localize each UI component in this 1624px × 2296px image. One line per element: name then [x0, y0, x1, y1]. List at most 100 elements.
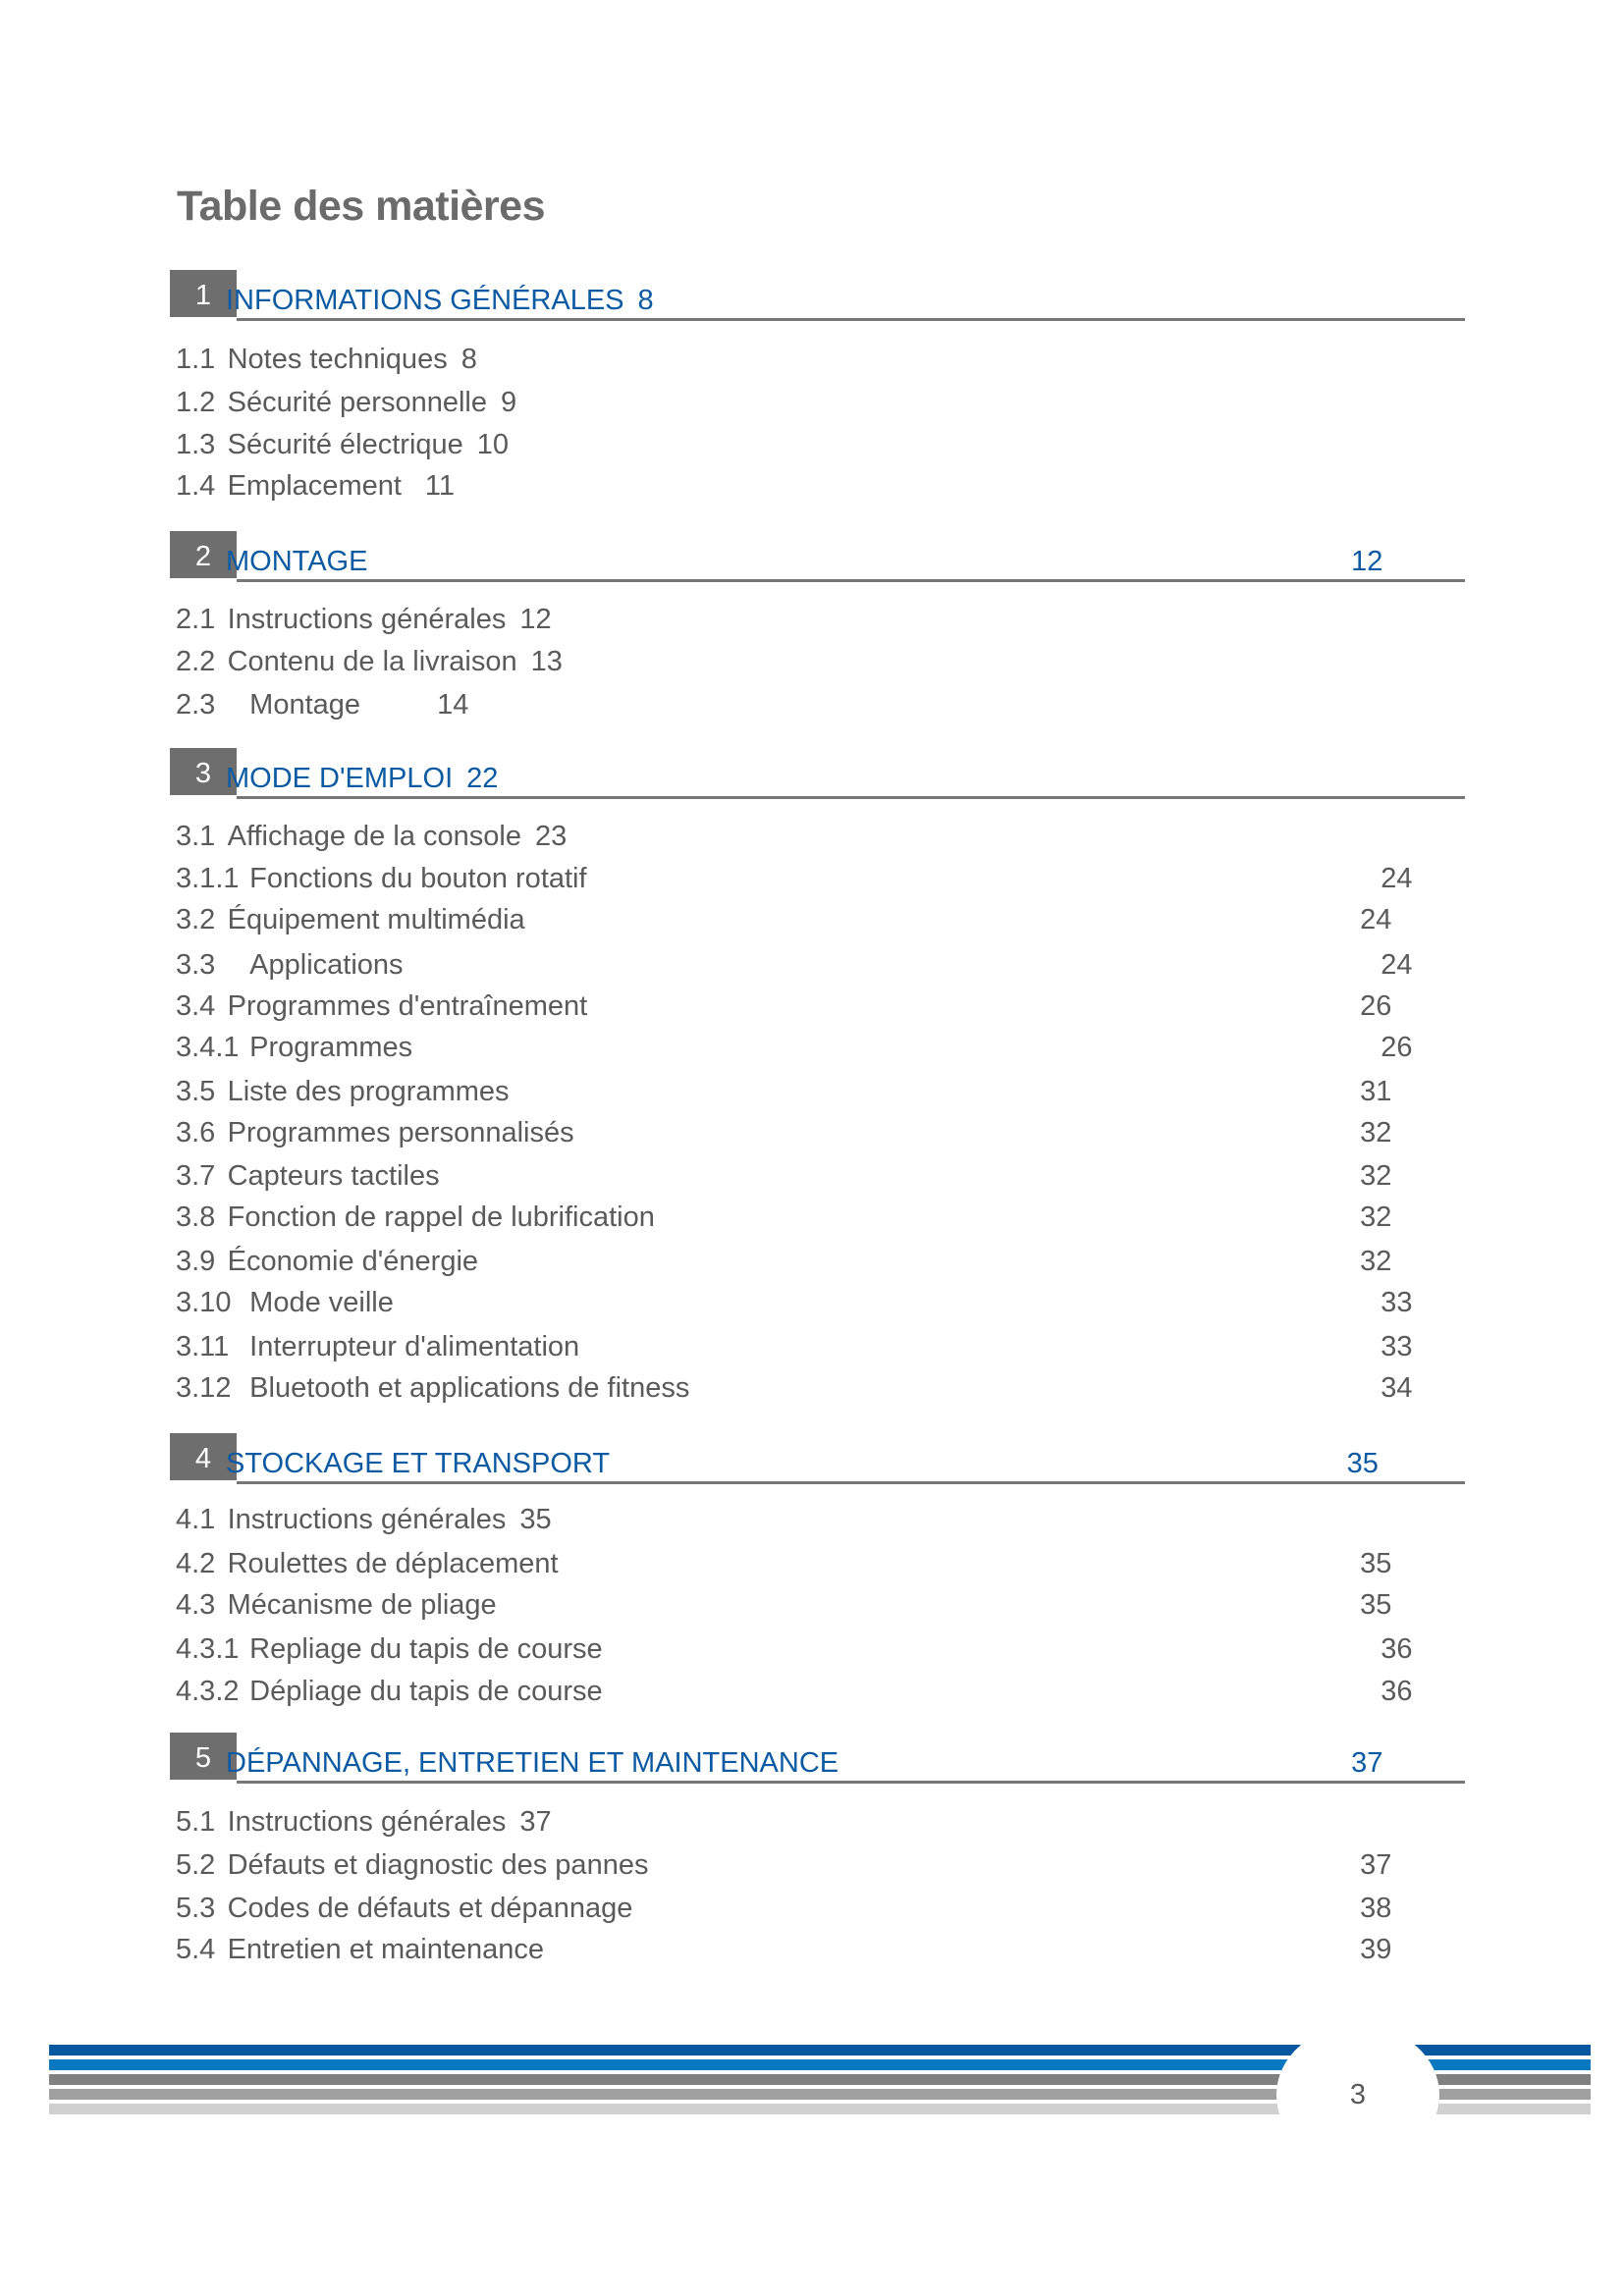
section-title[interactable]: MONTAGE — [226, 546, 368, 578]
entry-title-text[interactable]: Notes techniques — [227, 343, 448, 375]
entry-page[interactable]: 33 — [1380, 1331, 1413, 1363]
entry-title[interactable]: Capteurs tactiles — [228, 1160, 440, 1193]
entry-page[interactable]: 35 — [519, 1504, 552, 1536]
entry-title-text[interactable]: Montage — [249, 688, 361, 721]
entry-page[interactable]: 11 — [424, 470, 456, 503]
entry-page[interactable]: 23 — [534, 820, 568, 852]
entry-page[interactable]: 33 — [1380, 1287, 1413, 1319]
entry-title-text[interactable]: Bluetooth et applications de fitness — [249, 1372, 690, 1405]
entry-title-text[interactable]: Instructions générales — [227, 1504, 507, 1536]
entry-title[interactable]: Sécurité personnelle 9 — [228, 387, 517, 419]
entry-title-text[interactable]: Interrupteur d'alimentation — [249, 1331, 580, 1363]
entry-page[interactable]: 32 — [1360, 1117, 1392, 1149]
entry-page[interactable]: 9 — [501, 386, 517, 418]
entry-title[interactable]: Instructions générales 37 — [228, 1806, 552, 1839]
entry-title-text[interactable]: Roulettes de déplacement — [227, 1548, 559, 1580]
entry-page[interactable]: 35 — [1360, 1548, 1392, 1580]
entry-page[interactable]: 35 — [1360, 1589, 1392, 1622]
entry-title[interactable]: Notes techniques 8 — [228, 344, 477, 376]
entry-page[interactable]: 24 — [1380, 863, 1413, 895]
entry-title-text[interactable]: Codes de défauts et dépannage — [227, 1892, 633, 1924]
entry-title-text[interactable]: Mécanisme de pliage — [227, 1589, 497, 1622]
entry-title[interactable]: Programmes personnalisés — [228, 1117, 574, 1149]
entry-title[interactable]: Mode veille — [249, 1287, 394, 1319]
entry-title[interactable]: Instructions générales 12 — [228, 604, 552, 636]
section-title[interactable]: DÉPANNAGE, ENTRETIEN ET MAINTENANCE — [226, 1747, 839, 1780]
entry-title[interactable]: Sécurité électrique 10 — [228, 429, 509, 461]
section-page[interactable]: 35 — [1346, 1447, 1379, 1479]
entry-title-text[interactable]: Sécurité personnelle — [227, 386, 487, 418]
entry-page[interactable]: 37 — [1360, 1849, 1392, 1882]
entry-title[interactable]: Contenu de la livraison 13 — [228, 646, 563, 678]
entry-title-text[interactable]: Contenu de la livraison — [227, 646, 517, 678]
entry-page[interactable]: 39 — [1360, 1933, 1392, 1965]
entry-title-text[interactable]: Défauts et diagnostic des pannes — [227, 1849, 649, 1882]
entry-page[interactable]: 26 — [1360, 989, 1392, 1022]
entry-title[interactable]: Dépliage du tapis de course — [249, 1676, 603, 1708]
section-page[interactable]: 22 — [466, 763, 499, 795]
entry-title[interactable]: Emplacement 11 — [228, 470, 455, 503]
entry-title[interactable]: Défauts et diagnostic des pannes — [228, 1849, 649, 1882]
entry-page[interactable]: 38 — [1360, 1892, 1392, 1924]
entry-title[interactable]: Montage — [249, 689, 360, 721]
entry-title[interactable]: Entretien et maintenance — [228, 1934, 544, 1966]
entry-page[interactable]: 24 — [1380, 948, 1413, 981]
section-page[interactable]: 8 — [637, 284, 654, 316]
entry-title-text[interactable]: Mode veille — [249, 1287, 394, 1319]
entry-page[interactable]: 36 — [1380, 1675, 1413, 1707]
entry-title-text[interactable]: Capteurs tactiles — [227, 1159, 440, 1192]
entry-title-text[interactable]: Liste des programmes — [227, 1075, 510, 1107]
entry-title-text[interactable]: Sécurité électrique — [227, 429, 463, 461]
entry-title-text[interactable]: Instructions générales — [227, 1806, 507, 1839]
entry-page[interactable]: 26 — [1380, 1031, 1413, 1063]
entry-page[interactable]: 36 — [1380, 1633, 1413, 1666]
entry-title-text[interactable]: Emplacement — [227, 470, 402, 503]
entry-title[interactable]: Applications — [249, 949, 403, 982]
entry-title[interactable]: Affichage de la console 23 — [228, 821, 568, 853]
entry-title[interactable]: Repliage du tapis de course — [249, 1633, 603, 1666]
entry-page[interactable]: 31 — [1360, 1075, 1392, 1107]
entry-title[interactable]: Fonctions du bouton rotatif — [249, 863, 586, 895]
section-page[interactable]: 37 — [1351, 1747, 1383, 1780]
entry-title-text[interactable]: Dépliage du tapis de course — [249, 1675, 603, 1707]
entry-title[interactable]: Équipement multimédia — [228, 904, 525, 936]
entry-title[interactable]: Interrupteur d'alimentation — [249, 1331, 579, 1363]
entry-title-text[interactable]: Applications — [249, 948, 404, 981]
entry-page[interactable]: 8 — [460, 343, 477, 375]
entry-page[interactable]: 32 — [1360, 1245, 1392, 1277]
entry-title-text[interactable]: Équipement multimédia — [227, 904, 525, 936]
entry-title-text[interactable]: Programmes d'entraînement — [227, 989, 588, 1022]
entry-title-text[interactable]: Fonctions du bouton rotatif — [249, 863, 587, 895]
entry-title[interactable]: Liste des programmes — [228, 1076, 510, 1108]
entry-page[interactable]: 12 — [519, 603, 552, 635]
entry-title-text[interactable]: Instructions générales — [227, 603, 507, 635]
entry-title-text[interactable]: Entretien et maintenance — [227, 1933, 545, 1965]
entry-page[interactable]: 24 — [1360, 904, 1392, 936]
entry-title[interactable]: Programmes — [249, 1032, 412, 1064]
entry-page[interactable]: 32 — [1360, 1159, 1392, 1192]
entry-title[interactable]: Économie d'énergie — [228, 1246, 478, 1278]
section-title[interactable]: MODE D'EMPLOI 22 — [226, 763, 498, 795]
section-title[interactable]: INFORMATIONS GÉNÉRALES 8 — [226, 285, 654, 317]
entry-page[interactable]: 34 — [1380, 1372, 1413, 1405]
entry-title[interactable]: Programmes d'entraînement — [228, 990, 588, 1023]
entry-title-text[interactable]: Programmes — [249, 1031, 413, 1063]
section-page[interactable]: 12 — [1351, 546, 1383, 578]
entry-title-text[interactable]: Programmes personnalisés — [227, 1117, 574, 1149]
entry-title[interactable]: Codes de défauts et dépannage — [228, 1893, 633, 1925]
entry-title[interactable]: Instructions générales 35 — [228, 1504, 552, 1536]
entry-title-text[interactable]: Fonction de rappel de lubrification — [227, 1201, 655, 1233]
entry-title-text[interactable]: Repliage du tapis de course — [249, 1633, 603, 1666]
entry-title[interactable]: Fonction de rappel de lubrification — [228, 1201, 655, 1234]
entry-title[interactable]: Mécanisme de pliage — [228, 1589, 497, 1622]
entry-page[interactable]: 10 — [476, 429, 510, 461]
entry-title-text[interactable]: Économie d'énergie — [227, 1245, 479, 1277]
entry-title[interactable]: Bluetooth et applications de fitness — [249, 1372, 689, 1405]
entry-page[interactable]: 37 — [519, 1806, 552, 1839]
entry-page[interactable]: 32 — [1360, 1201, 1392, 1233]
entry-title[interactable]: Roulettes de déplacement — [228, 1548, 559, 1580]
entry-page[interactable]: 14 — [437, 688, 469, 721]
section-title[interactable]: STOCKAGE ET TRANSPORT — [226, 1447, 611, 1479]
entry-title-text[interactable]: Affichage de la console — [227, 820, 521, 852]
entry-page[interactable]: 13 — [530, 646, 563, 678]
